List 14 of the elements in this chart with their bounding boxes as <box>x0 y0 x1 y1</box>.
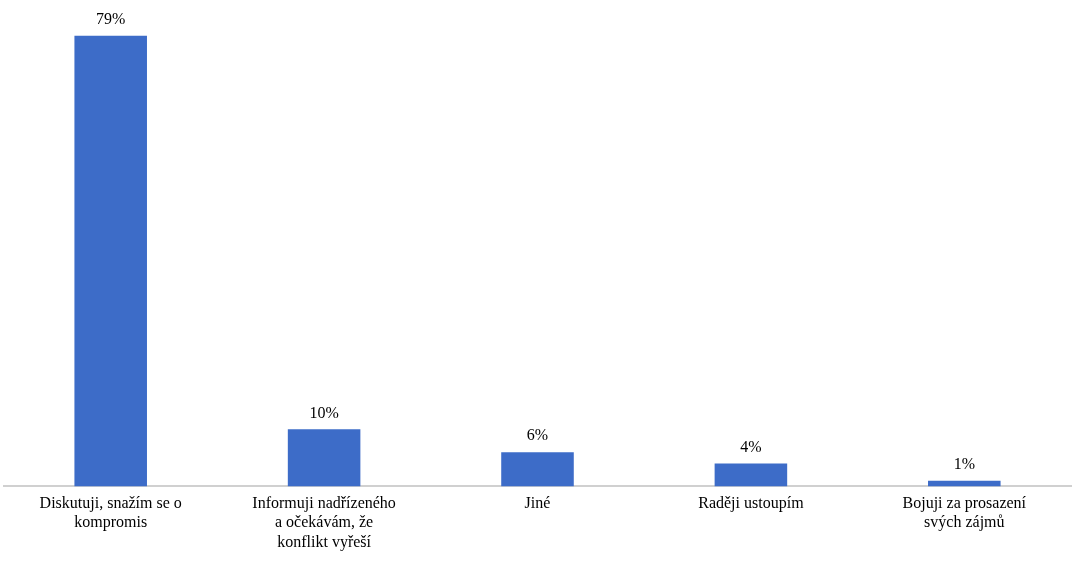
x-tick-label: Informuji nadřízeného a očekávám, že konflikt vyřeší <box>252 494 396 551</box>
data-label: 4% <box>740 437 762 455</box>
bar <box>287 429 361 487</box>
x-tick-label: Diskutuji, snažím se o kompromis <box>39 494 182 532</box>
bar <box>501 452 574 487</box>
bar <box>714 463 788 487</box>
data-label: 6% <box>526 426 549 444</box>
data-label: 79% <box>96 9 126 27</box>
x-tick-label: Jiné <box>524 494 551 512</box>
x-tick-label: Bojuji za prosazení svých zájmů <box>902 494 1027 532</box>
bar <box>74 35 147 487</box>
x-tick-label: Raději ustoupím <box>698 494 805 513</box>
data-label: 10% <box>309 403 339 421</box>
data-label: 1% <box>953 454 975 472</box>
